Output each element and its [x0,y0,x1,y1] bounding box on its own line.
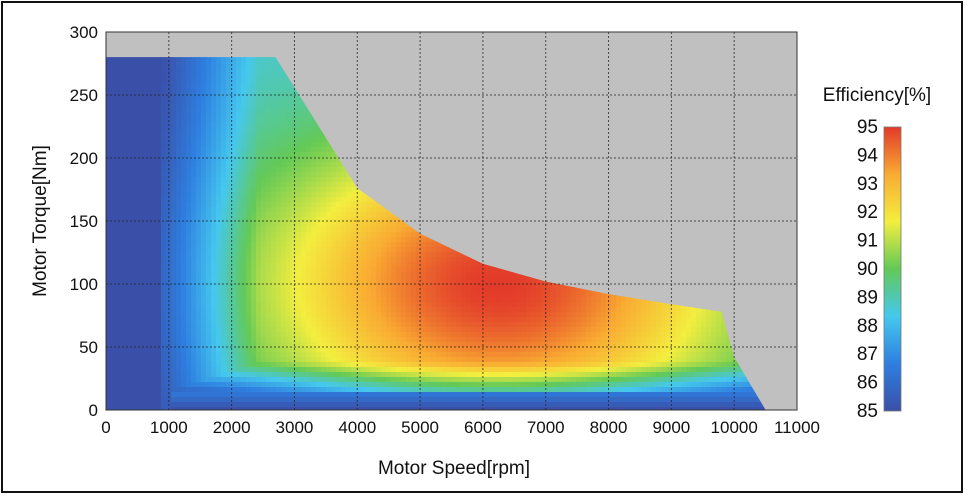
x-tick-label: 10000 [711,418,758,437]
colorbar-tick-label: 92 [857,202,878,223]
colorbar-tick-label: 94 [857,145,879,166]
colorbar-tick-label: 87 [857,344,878,365]
y-tick-label: 0 [89,401,98,420]
colorbar-tick-label: 95 [857,117,878,138]
colorbar-tick-label: 85 [857,401,878,422]
colorbar-tick-label: 91 [857,231,878,252]
plot-frame [105,31,798,411]
x-tick-label: 7000 [527,418,565,437]
colorbar-tick-label: 86 [857,373,878,394]
y-tick-label: 100 [70,275,98,294]
y-tick-label: 150 [70,212,98,231]
x-tick-label: 11000 [774,418,820,437]
x-tick-label: 8000 [590,418,628,437]
y-axis-label: Motor Torque[Nm] [30,145,51,297]
x-tick-label: 4000 [338,418,376,437]
y-tick-label: 300 [70,23,98,42]
x-tick-label: 0 [101,418,110,437]
x-tick-label: 5000 [401,418,439,437]
colorbar-gradient [883,126,902,412]
colorbar-tick-label: 90 [857,259,878,280]
y-tick-label: 200 [70,149,98,168]
y-tick-label: 50 [79,338,98,357]
x-tick-label: 3000 [276,418,314,437]
x-tick-label: 9000 [652,418,690,437]
x-tick-label: 6000 [464,418,502,437]
x-tick-label: 2000 [213,418,251,437]
x-axis-label: Motor Speed[rpm] [378,458,530,479]
colorbar-tick-label: 88 [857,316,878,337]
y-tick-label: 250 [70,86,98,105]
colorbar-title: Efficiency[%] [823,85,931,106]
colorbar-tick-label: 89 [857,287,878,308]
colorbar-tick-label: 93 [857,174,878,195]
x-tick-label: 1000 [150,418,188,437]
